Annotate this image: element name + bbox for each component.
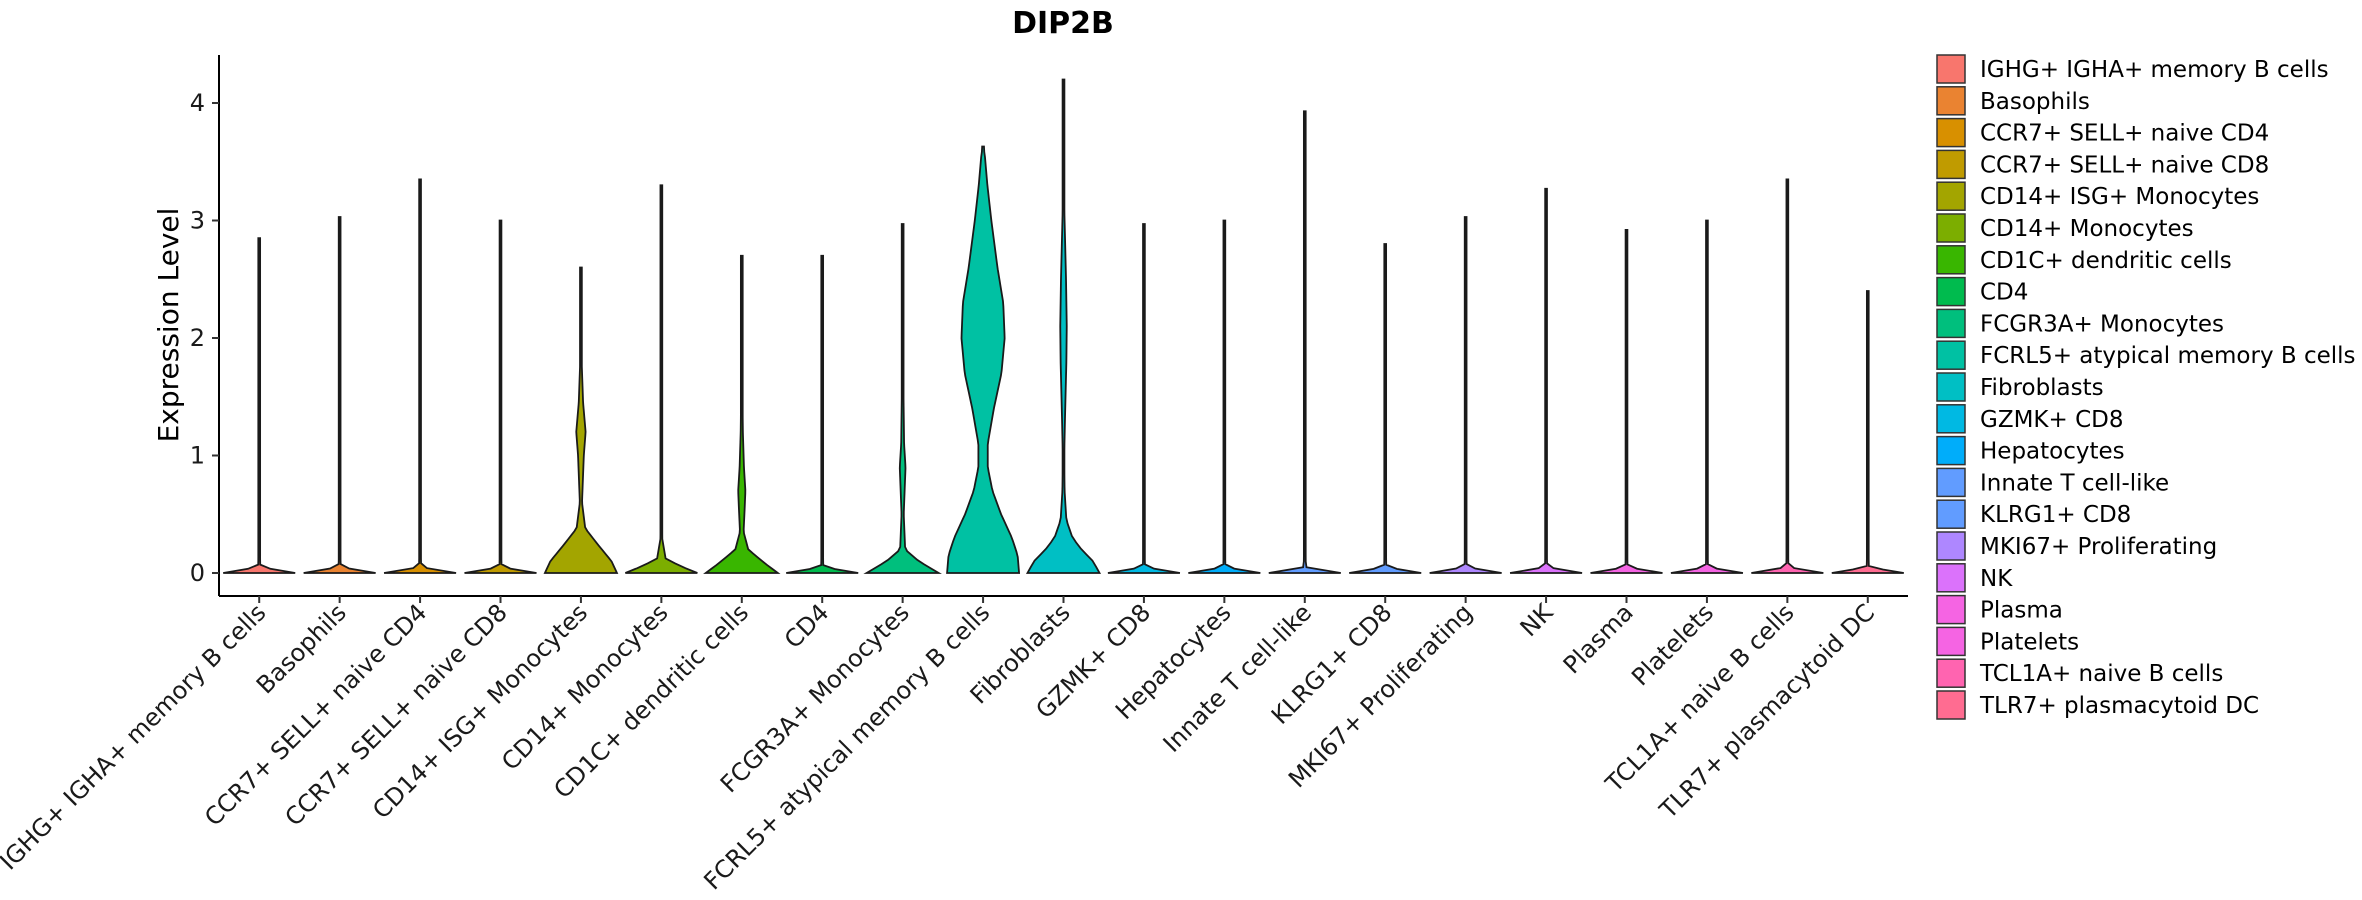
- violin-gzmk-cd8: [1107, 223, 1181, 574]
- legend-key: [1936, 245, 1966, 275]
- y-tick-label: 3: [190, 207, 205, 235]
- legend-label: GZMK+ CD8: [1980, 407, 2124, 433]
- x-ticks-group: IGHG+ IGHA+ memory B cellsBasophilsCCR7+…: [0, 596, 1880, 895]
- x-tick-label: IGHG+ IGHA+ memory B cells: [0, 598, 271, 875]
- violin-basophils: [303, 216, 376, 574]
- legend-key: [1936, 563, 1966, 593]
- violin-hepatocytes: [1188, 219, 1261, 574]
- legend-key: [1936, 213, 1966, 243]
- y-ticks-group: 0 1 2 3 4: [190, 89, 219, 587]
- legend-label: Plasma: [1980, 598, 2063, 624]
- y-axis-title: Expression Level: [152, 208, 185, 443]
- violin-nk: [1509, 187, 1583, 574]
- violins-group: [223, 78, 1904, 574]
- y-tick-label: 0: [190, 559, 205, 587]
- x-tick-label: Innate T cell-like: [1158, 598, 1317, 757]
- legend-key: [1936, 499, 1966, 529]
- legend-label: Hepatocytes: [1980, 439, 2125, 465]
- violin-ccr7-sell-naive-cd4: [383, 178, 457, 574]
- legend-key: [1936, 531, 1966, 561]
- legend-key: [1936, 690, 1966, 720]
- legend-key: [1936, 181, 1966, 211]
- violin-klrg1-cd8: [1349, 243, 1422, 574]
- violin-platelets: [1670, 219, 1744, 574]
- legend-label: CCR7+ SELL+ naive CD4: [1980, 121, 2269, 147]
- legend-key: [1936, 117, 1966, 148]
- legend-label: Platelets: [1980, 629, 2079, 655]
- legend: IGHG+ IGHA+ memory B cells Basophils CCR7+…: [1936, 54, 2356, 720]
- violin-mki67-proliferating: [1429, 216, 1502, 574]
- legend-label: CD14+ ISG+ Monocytes: [1980, 184, 2259, 210]
- chart-title: DIP2B: [1012, 6, 1114, 41]
- x-tick-label: Plasma: [1558, 598, 1639, 679]
- legend-key: [1936, 404, 1966, 434]
- violin-plasma: [1590, 229, 1663, 574]
- violin-cd14-isg-monocytes: [543, 266, 619, 574]
- y-tick-label: 2: [190, 324, 205, 352]
- violin-tlr7-plasmacytoid-dc: [1831, 290, 1904, 574]
- x-tick-label: NK: [1515, 598, 1560, 643]
- violin-innate-t-cell-like: [1268, 110, 1341, 574]
- x-tick-label: CD4: [779, 598, 835, 654]
- violin-fcrl5-atypical-memory-b-cells: [946, 145, 1021, 574]
- violin-cd1c-dendritic-cells: [703, 254, 781, 574]
- legend-label: FCRL5+ atypical memory B cells: [1980, 343, 2356, 369]
- legend-label: TCL1A+ naive B cells: [1979, 661, 2223, 687]
- legend-key: [1936, 626, 1966, 657]
- legend-key: [1936, 149, 1966, 180]
- legend-label: CD1C+ dendritic cells: [1980, 248, 2232, 274]
- legend-key: [1936, 340, 1966, 370]
- violin-ighg-igha-memory-b-cells: [223, 237, 296, 574]
- legend-key: [1936, 435, 1966, 466]
- legend-label: TLR7+ plasmacytoid DC: [1979, 693, 2259, 719]
- y-tick-label: 4: [190, 89, 205, 117]
- legend-key: [1936, 467, 1966, 498]
- legend-label: Basophils: [1980, 89, 2090, 115]
- violin-fcgr3a-monocytes: [863, 223, 942, 574]
- violin-ccr7-sell-naive-cd8: [464, 219, 537, 574]
- legend-label: Innate T cell-like: [1980, 470, 2169, 496]
- legend-label: Fibroblasts: [1980, 375, 2104, 401]
- legend-key: [1936, 54, 1966, 84]
- legend-key: [1936, 372, 1966, 402]
- legend-label: MKI67+ Proliferating: [1980, 534, 2217, 560]
- legend-key: [1936, 276, 1966, 307]
- violin-tcl1a-naive-b-cells: [1751, 178, 1824, 574]
- legend-key: [1936, 308, 1966, 339]
- y-tick-label: 1: [190, 442, 205, 470]
- legend-key: [1936, 658, 1966, 688]
- violin-cd4: [786, 254, 859, 574]
- legend-label: CD14+ Monocytes: [1980, 216, 2194, 242]
- legend-label: NK: [1980, 566, 2013, 592]
- violin-fibroblasts: [1025, 78, 1102, 574]
- legend-label: CCR7+ SELL+ naive CD8: [1980, 152, 2269, 178]
- legend-key: [1936, 86, 1966, 116]
- x-tick-label: FCRL5+ atypical memory B cells: [698, 598, 995, 895]
- violin-cd14-monocytes: [625, 184, 698, 574]
- legend-label: FCGR3A+ Monocytes: [1980, 311, 2224, 337]
- legend-label: CD4: [1980, 280, 2028, 306]
- legend-key: [1936, 594, 1966, 625]
- legend-label: KLRG1+ CD8: [1980, 502, 2131, 528]
- legend-label: IGHG+ IGHA+ memory B cells: [1980, 57, 2329, 83]
